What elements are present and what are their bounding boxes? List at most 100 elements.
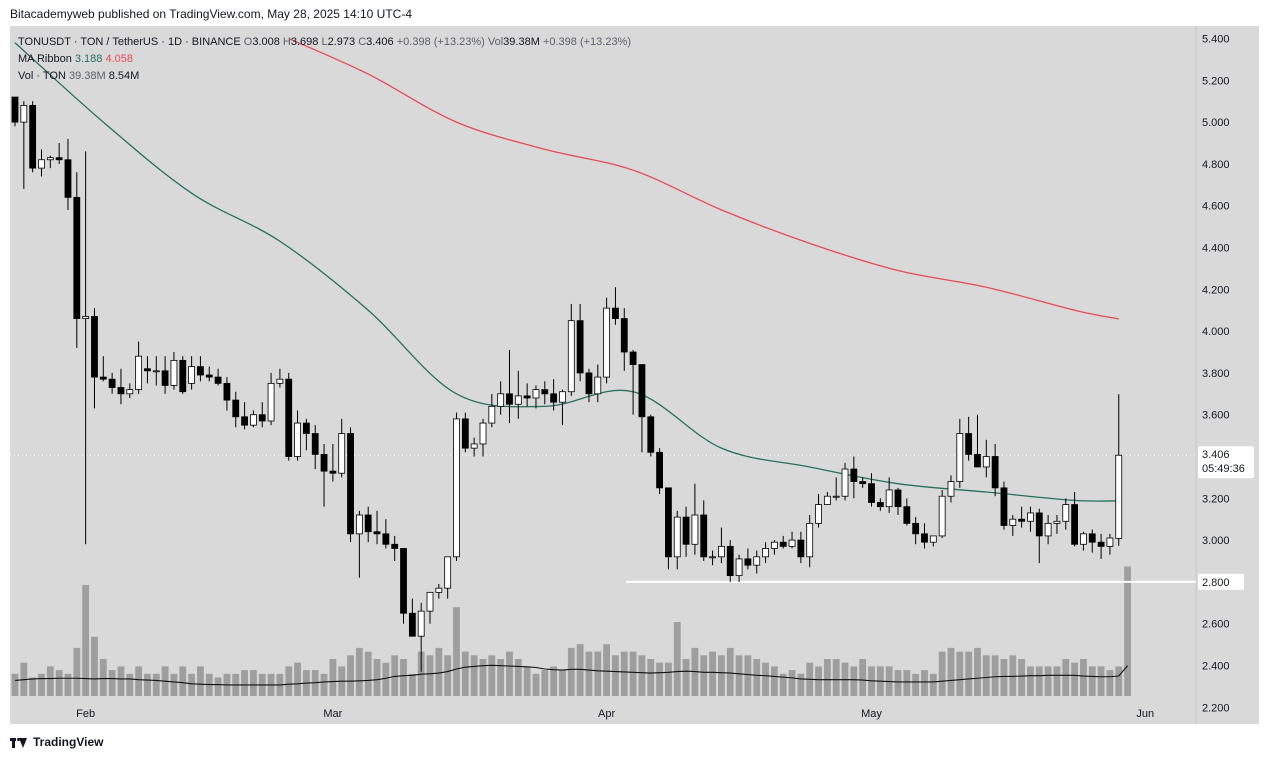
volume-bar <box>797 673 805 696</box>
volume-bar <box>355 647 363 696</box>
candle-up <box>718 545 725 558</box>
volume-bar <box>947 647 955 696</box>
candle-up <box>770 541 778 549</box>
candle-down <box>408 612 416 637</box>
volume-bar <box>673 622 681 696</box>
volume-ma-value: 8.54M <box>108 70 140 82</box>
volume-bar <box>400 659 407 696</box>
candle-up <box>435 587 443 593</box>
candle-up <box>806 522 814 558</box>
ma-long-value: 4.058 <box>105 53 133 65</box>
ma-long-line <box>288 37 1119 320</box>
candle-up <box>479 422 487 445</box>
volume-bar <box>744 655 752 696</box>
symbol-title[interactable]: TONUSDT · TON / TetherUS · 1D · BINANCE <box>18 36 241 48</box>
candle-down <box>726 545 734 577</box>
volume-bar <box>99 659 107 696</box>
x-tick-label: Feb <box>76 708 95 720</box>
candle-down <box>647 416 655 453</box>
ma-label[interactable]: MA Ribbon <box>18 53 72 65</box>
support-price-tag <box>1198 573 1244 590</box>
volume-bar <box>294 662 301 696</box>
volume-bar <box>241 670 248 696</box>
y-tick-label: 5.000 <box>1202 117 1230 129</box>
volume-bar <box>179 666 187 696</box>
price-chart[interactable]: 5.400 5.200 5.000 4.800 4.600 4.400 4.200 4.000… <box>10 26 1259 724</box>
volume-bar <box>1009 655 1017 696</box>
volume-bar <box>479 659 487 696</box>
candle-down <box>223 382 231 401</box>
candle-down <box>258 414 266 422</box>
candle-down <box>232 399 240 418</box>
candle-down <box>550 393 558 403</box>
candle-down <box>894 489 902 508</box>
volume-bar <box>46 666 54 696</box>
volume-bar <box>197 666 204 696</box>
candle-down <box>99 376 107 380</box>
volume-bar <box>453 607 460 696</box>
candle-down <box>797 539 805 558</box>
chart-area[interactable]: 5.400 5.200 5.000 4.800 4.600 4.400 4.200 4.000… <box>10 26 1259 724</box>
y-tick-label: 3.800 <box>1202 368 1230 380</box>
footer-brand-text: TradingView <box>33 735 104 749</box>
volume-bar <box>629 651 637 696</box>
candle-up <box>1053 520 1061 524</box>
volume-bar <box>788 670 796 696</box>
candle-down <box>179 359 187 393</box>
volume-bar <box>382 662 390 696</box>
high-value: 3.698 <box>290 36 319 48</box>
volume-bar <box>647 659 655 696</box>
volume-bar <box>461 651 469 696</box>
volume-ma-line <box>14 664 1128 686</box>
candle-down <box>1088 533 1096 543</box>
volume-bar <box>408 673 416 696</box>
candle-down <box>144 368 151 372</box>
candle-up <box>497 393 505 407</box>
volume-bar <box>1027 666 1034 696</box>
candle-down <box>576 320 584 374</box>
volume-bar <box>559 670 566 696</box>
candle-down <box>859 481 867 485</box>
candle-up <box>982 456 990 468</box>
volume-bar <box>82 585 90 696</box>
candle-down <box>1018 518 1026 522</box>
volume-bar <box>709 651 716 696</box>
y-tick-label: 3.600 <box>1202 410 1230 422</box>
volume-bar <box>1000 659 1008 696</box>
candle-up <box>594 376 602 395</box>
candle-up <box>417 610 425 637</box>
volume-bar <box>1088 666 1096 696</box>
candle-down <box>197 366 204 376</box>
volume-bar <box>594 651 602 696</box>
volume-bar <box>135 666 143 696</box>
candle-up <box>947 481 955 497</box>
vol-label: Vol <box>487 36 504 48</box>
candle-down <box>382 533 390 545</box>
candle-up <box>938 495 946 537</box>
current-price-label: 3.406 <box>1202 449 1230 461</box>
legend-row-symbol: TONUSDT · TON / TetherUS · 1D · BINANCE … <box>18 34 631 51</box>
volume-bar <box>117 666 125 696</box>
candle-down <box>391 543 399 549</box>
ma-short-line <box>14 42 1119 502</box>
candle-down <box>241 416 248 426</box>
volume-bar <box>1053 666 1061 696</box>
volume-bar <box>170 673 178 696</box>
volume-bar <box>832 659 840 696</box>
candle-up <box>735 558 743 577</box>
candle-up <box>276 378 284 384</box>
legend-row-volume: Vol · TON 39.38M 8.54M <box>18 68 631 85</box>
volume-bar <box>347 655 354 696</box>
candle-down <box>329 470 337 474</box>
volume-bar <box>470 655 478 696</box>
volume-bar <box>91 636 98 696</box>
volume-label[interactable]: Vol · TON <box>18 70 66 82</box>
low-value: 2.973 <box>327 36 356 48</box>
volume-bar <box>329 659 337 696</box>
volume-bar <box>665 662 672 696</box>
y-tick-label: 4.400 <box>1202 243 1230 255</box>
volume-bar <box>506 651 513 696</box>
candle-down <box>108 378 116 388</box>
volume-bar <box>444 655 452 696</box>
candle-down <box>214 376 222 384</box>
